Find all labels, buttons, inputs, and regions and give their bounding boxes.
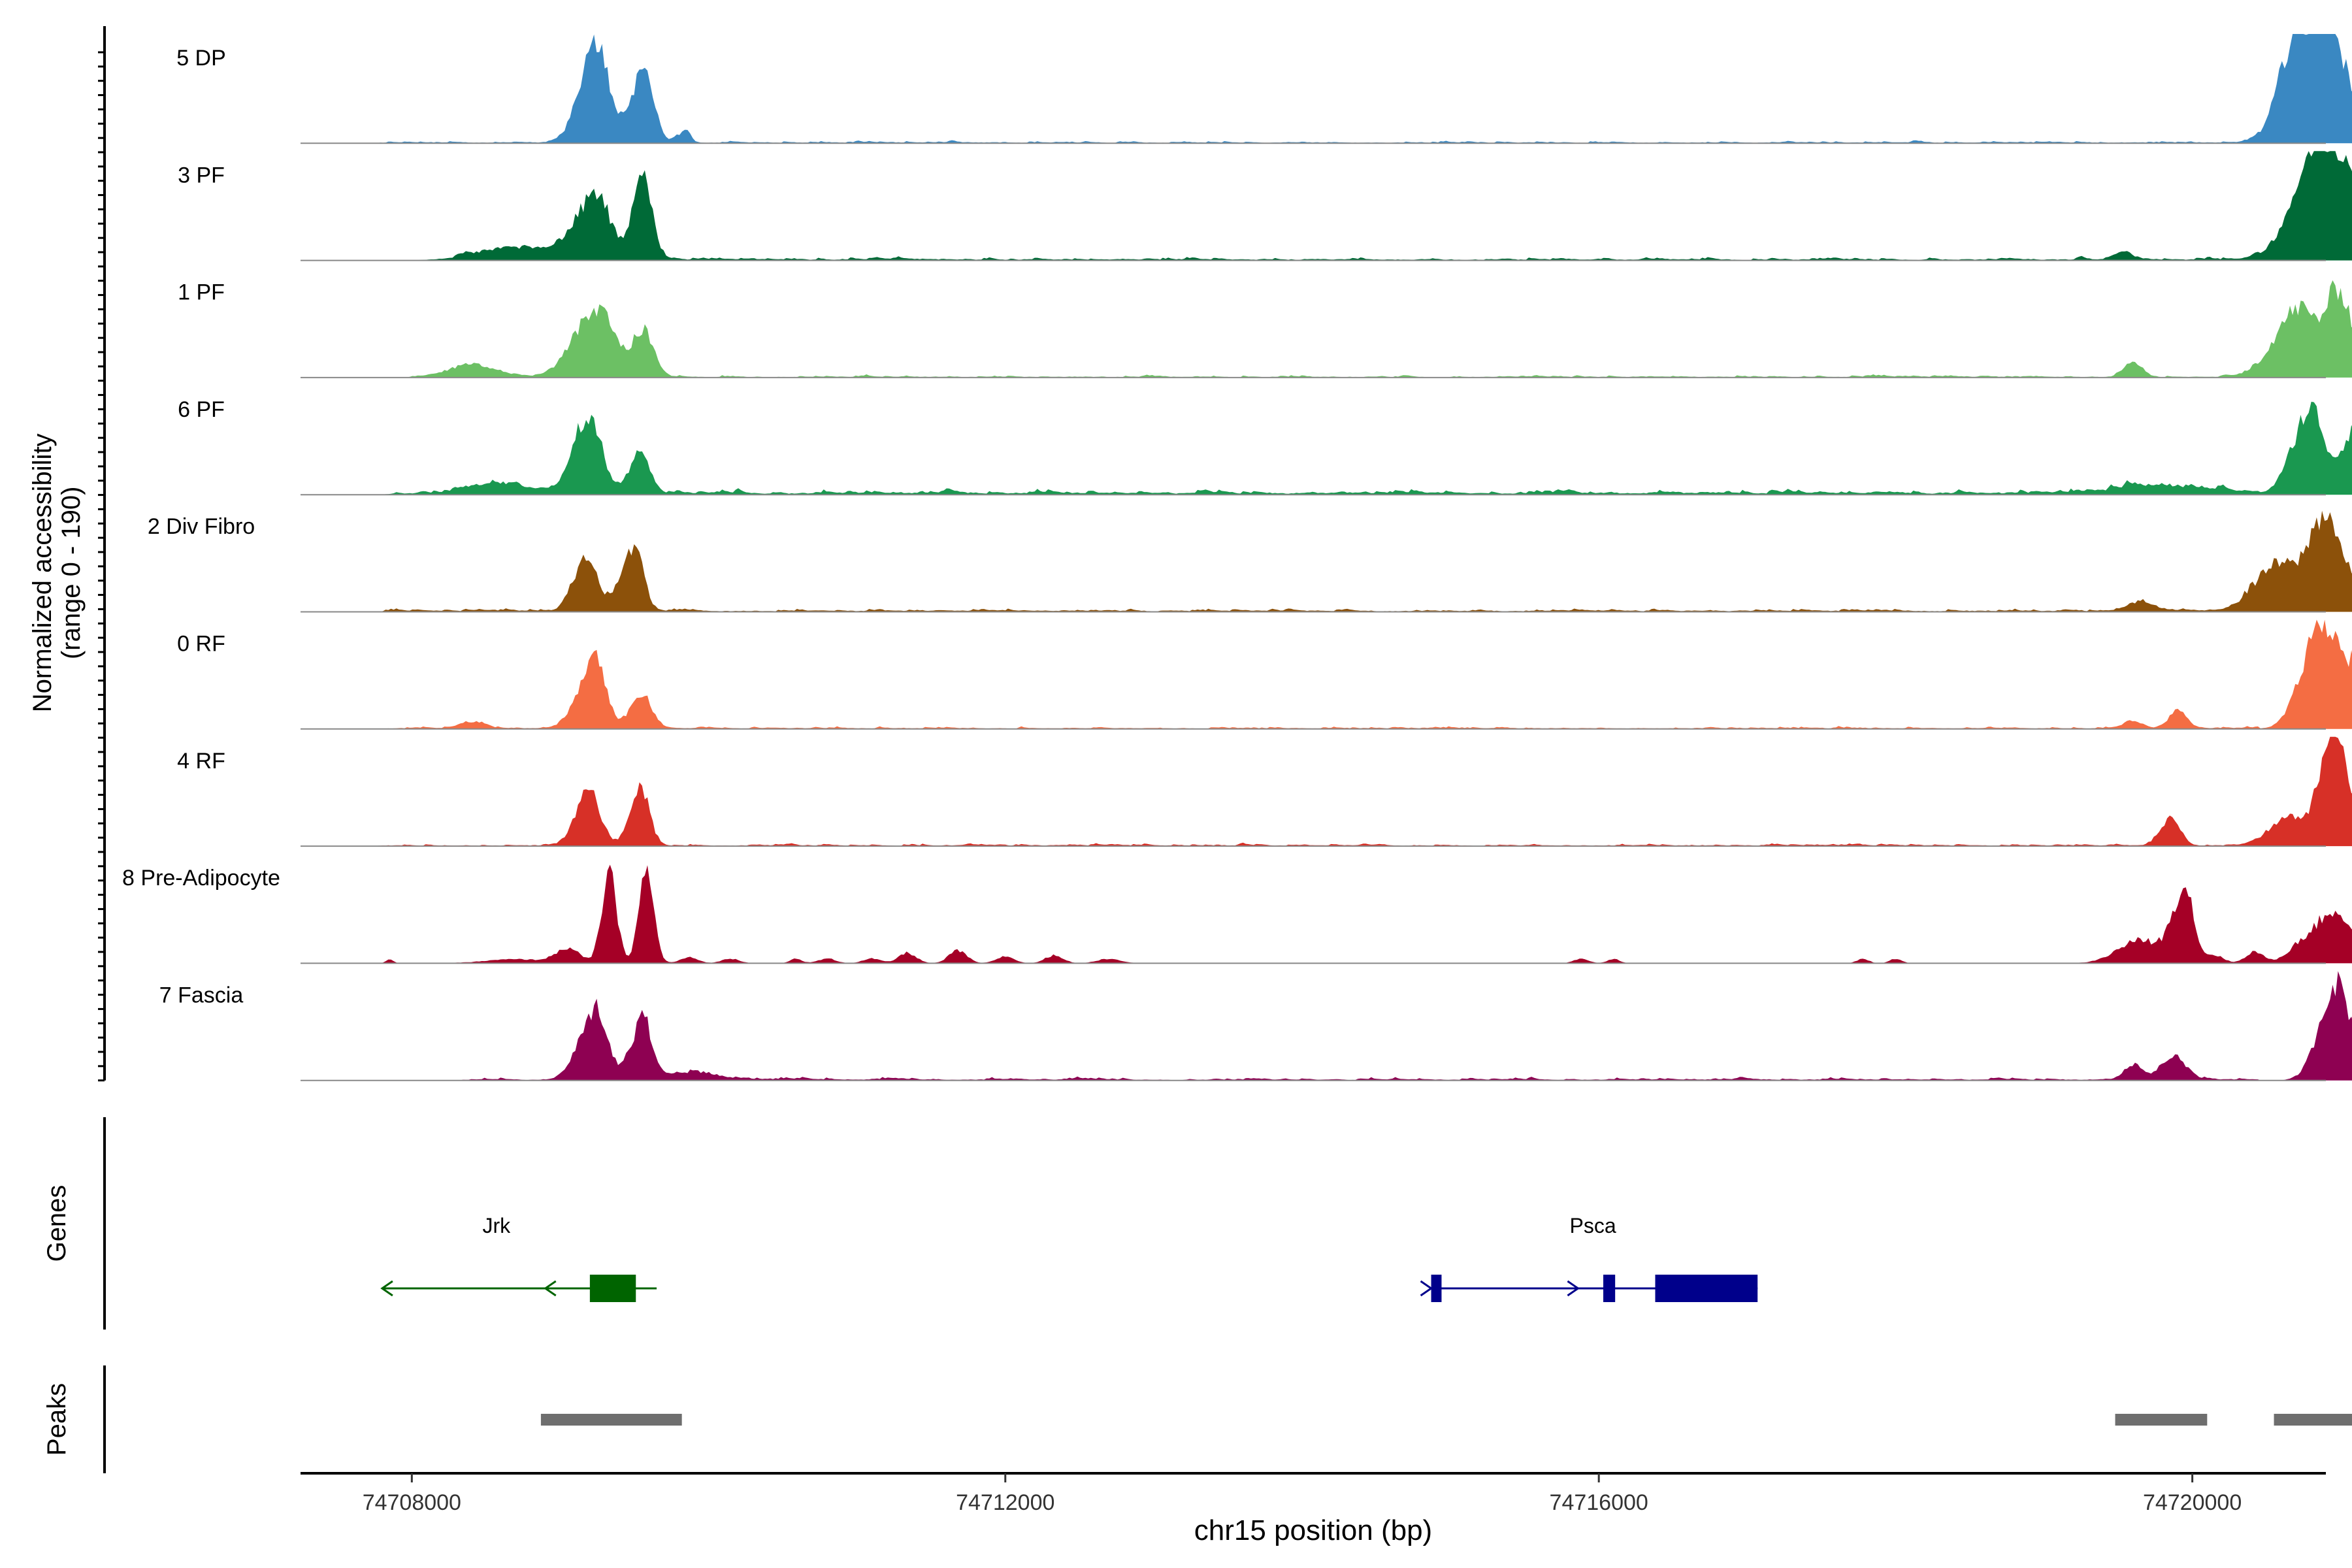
track-5-dp: 5 DP — [176, 34, 2352, 144]
x-tick-label: 74720000 — [2143, 1490, 2242, 1515]
track-3-pf: 3 PF — [178, 151, 2352, 261]
strand-arrow-jrk — [544, 1280, 557, 1297]
exon-psca — [1603, 1275, 1616, 1302]
track-label-3-pf: 3 PF — [178, 163, 225, 188]
track-label-2-div-fibro: 2 Div Fibro — [148, 514, 255, 539]
track-7-fascia: 7 Fascia — [159, 971, 2352, 1081]
track-label-7-fascia: 7 Fascia — [159, 983, 244, 1007]
exon-psca — [1655, 1275, 1758, 1302]
gene-label-jrk: Jrk — [482, 1214, 511, 1237]
track-label-0-rf: 0 RF — [177, 632, 225, 657]
x-axis-ticks: 74708000 74712000 74716000 74720000 — [363, 1473, 2242, 1515]
peak-region — [2274, 1414, 2352, 1426]
coverage-area-4-rf — [378, 736, 2352, 847]
track-label-8-pre-adipocyte: 8 Pre-Adipocyte — [122, 866, 280, 890]
peak-regions — [540, 1414, 2352, 1426]
x-tick-label: 74712000 — [956, 1490, 1054, 1515]
gene-annotations: JrkPscaThem6 — [380, 1214, 1758, 1302]
coverage-tracks: 5 DP 3 PF 1 PF 6 PF 2 Div Fibro 0 RF 4 RF 8 Pre… — [122, 34, 2352, 1081]
gene-label-psca: Psca — [1570, 1214, 1616, 1237]
y-axis-label-line1: Normalized accessibility — [28, 433, 57, 712]
y-axis-label-line2: (range 0 - 190) — [57, 487, 86, 660]
strand-arrow-psca — [1567, 1280, 1580, 1297]
track-1-pf: 1 PF — [178, 280, 2352, 378]
gene-psca: Psca — [1420, 1214, 1758, 1302]
coverage-area-8-pre-adipocyte — [378, 864, 2352, 964]
coverage-area-7-fascia — [378, 971, 2352, 1081]
peak-region — [540, 1414, 682, 1426]
track-0-rf: 0 RF — [177, 619, 2352, 730]
track-label-5-dp: 5 DP — [176, 46, 226, 71]
coverage-area-2-div-fibro — [378, 510, 2352, 612]
track-4-rf: 4 RF — [177, 736, 2352, 847]
track-label-4-rf: 4 RF — [177, 749, 225, 774]
peaks-panel-label: Peaks — [42, 1383, 71, 1456]
coverage-area-0-rf — [378, 619, 2352, 729]
track-label-6-pf: 6 PF — [178, 397, 225, 422]
genes-panel-label: Genes — [42, 1185, 71, 1262]
coverage-area-3-pf — [378, 151, 2352, 261]
x-tick-label: 74716000 — [1550, 1490, 1648, 1515]
coverage-area-1-pf — [378, 280, 2352, 378]
coverage-area-6-pf — [378, 401, 2352, 495]
gene-jrk: Jrk — [380, 1214, 657, 1302]
x-axis-label: chr15 position (bp) — [1194, 1514, 1432, 1546]
track-8-pre-adipocyte: 8 Pre-Adipocyte — [122, 864, 2352, 964]
coverage-y-ticks — [98, 51, 105, 1082]
x-tick-label: 74708000 — [363, 1490, 461, 1515]
track-6-pf: 6 PF — [178, 397, 2352, 496]
exon-psca — [1431, 1275, 1442, 1302]
strand-arrow-jrk — [380, 1280, 393, 1297]
peak-region — [2115, 1414, 2208, 1426]
exon-jrk — [589, 1275, 636, 1302]
track-2-div-fibro: 2 Div Fibro — [148, 510, 2352, 613]
coverage-area-5-dp — [378, 34, 2352, 144]
track-label-1-pf: 1 PF — [178, 280, 225, 305]
